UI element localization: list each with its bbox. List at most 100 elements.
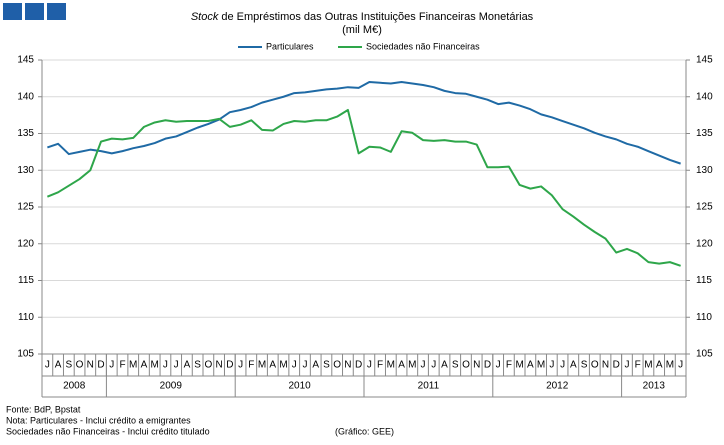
x-tick-label: A (141, 360, 148, 371)
x-tick-label: A (441, 360, 448, 371)
y-tick-label: 130 (17, 165, 34, 176)
y2-tick-label: 120 (696, 238, 713, 249)
y2-tick-label: 130 (696, 165, 713, 176)
year-label: 2009 (160, 381, 183, 392)
title-rest: de Empréstimos das Outras Instituições F… (218, 11, 533, 23)
x-tick-label: D (613, 360, 620, 371)
y-tick-label: 110 (18, 312, 34, 323)
x-tick-label: M (537, 360, 545, 371)
x-tick-label: F (248, 360, 254, 371)
y-tick-label: 145 (17, 55, 34, 66)
y2-tick-label: 125 (696, 202, 713, 213)
y-tick-label: 105 (17, 349, 34, 360)
series-line (46, 108, 681, 267)
x-tick-label: J (560, 360, 565, 371)
x-tick-label: A (312, 360, 319, 371)
x-tick-label: M (279, 360, 287, 371)
year-label: 2013 (643, 381, 666, 392)
x-tick-label: F (119, 360, 125, 371)
x-tick-label: J (174, 360, 179, 371)
x-tick-label: M (129, 360, 137, 371)
x-tick-label: A (527, 360, 534, 371)
y-tick-label: 135 (17, 128, 34, 139)
x-tick-label: F (506, 360, 512, 371)
title-italic: Stock (191, 11, 219, 23)
x-tick-label: S (194, 360, 201, 371)
x-tick-label: N (87, 360, 94, 371)
x-tick-label: O (333, 360, 341, 371)
y2-tick-label: 110 (696, 312, 712, 323)
series-line (47, 81, 681, 165)
x-tick-label: O (591, 360, 599, 371)
x-tick-label: A (398, 360, 405, 371)
y-tick-label: 140 (17, 91, 34, 102)
y-tick-label: 120 (17, 238, 34, 249)
x-tick-label: D (355, 360, 362, 371)
x-tick-label: D (226, 360, 233, 371)
logo-block (25, 3, 44, 20)
x-tick-label: J (678, 360, 683, 371)
x-tick-label: A (570, 360, 577, 371)
x-tick-label: N (602, 360, 609, 371)
x-tick-label: J (421, 360, 426, 371)
x-tick-label: M (644, 360, 652, 371)
x-tick-label: A (656, 360, 663, 371)
logo-block (3, 3, 22, 20)
x-tick-label: M (408, 360, 416, 371)
x-tick-label: S (65, 360, 72, 371)
x-tick-label: O (76, 360, 84, 371)
year-label: 2010 (288, 381, 311, 392)
note: Sociedades não Financeiras - Inclui créd… (6, 426, 210, 436)
x-tick-label: A (55, 360, 62, 371)
x-tick-label: S (452, 360, 459, 371)
x-tick-label: J (549, 360, 554, 371)
y-tick-label: 125 (17, 202, 34, 213)
note: Nota: Particulares - Inclui crédito a em… (6, 415, 191, 425)
chart-subtitle: (mil M€) (342, 24, 382, 36)
x-tick-label: S (323, 360, 330, 371)
y2-tick-label: 140 (696, 91, 713, 102)
year-label: 2008 (63, 381, 86, 392)
x-tick-label: S (581, 360, 588, 371)
x-tick-label: M (151, 360, 159, 371)
x-tick-label: J (496, 360, 501, 371)
y2-tick-label: 105 (696, 349, 713, 360)
x-tick-label: F (377, 360, 383, 371)
y-tick-label: 115 (18, 275, 34, 286)
note: Fonte: BdP, Bpstat (6, 404, 81, 414)
logo-block (47, 3, 66, 20)
x-tick-label: J (238, 360, 243, 371)
x-tick-label: J (109, 360, 114, 371)
year-label: 2012 (546, 381, 569, 392)
y2-tick-label: 145 (696, 55, 713, 66)
y2-tick-label: 115 (696, 275, 712, 286)
x-tick-label: A (269, 360, 276, 371)
x-tick-label: M (515, 360, 523, 371)
legend-label: Particulares (266, 41, 314, 51)
chart-title: Stock de Empréstimos das Outras Institui… (191, 11, 534, 23)
x-tick-label: J (292, 360, 297, 371)
x-tick-label: J (431, 360, 436, 371)
x-tick-label: M (258, 360, 266, 371)
x-tick-label: N (344, 360, 351, 371)
x-tick-label: M (666, 360, 674, 371)
x-tick-label: J (302, 360, 307, 371)
x-tick-label: A (184, 360, 191, 371)
legend-label: Sociedades não Financeiras (366, 41, 480, 51)
x-tick-label: O (204, 360, 212, 371)
x-tick-label: J (163, 360, 168, 371)
x-tick-label: O (462, 360, 470, 371)
x-tick-label: D (484, 360, 491, 371)
x-tick-label: J (367, 360, 372, 371)
x-tick-label: M (387, 360, 395, 371)
x-tick-label: N (215, 360, 222, 371)
x-tick-label: J (624, 360, 629, 371)
x-tick-label: F (635, 360, 641, 371)
x-tick-label: N (473, 360, 480, 371)
y2-tick-label: 135 (696, 128, 713, 139)
year-label: 2011 (418, 381, 440, 392)
credit: (Gráfico: GEE) (335, 426, 394, 436)
x-tick-label: D (97, 360, 104, 371)
x-tick-label: J (45, 360, 50, 371)
